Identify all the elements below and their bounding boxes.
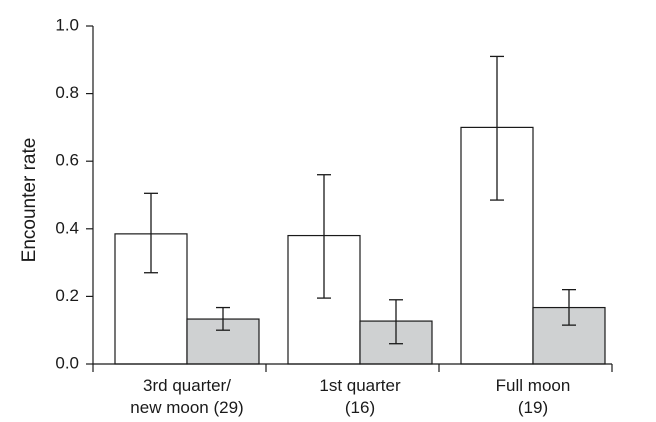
y-tick-label: 0.4 [55,218,79,237]
bars [114,126,606,365]
y-axis-title: Encounter rate [19,138,40,263]
category-label-line2: new moon (29) [130,398,243,417]
y-tick-label: 0.8 [55,83,79,102]
y-tick-label: 1.0 [55,15,79,34]
x-axis: 3rd quarter/new moon (29) 1st quarter (16)… [92,363,613,417]
category-label-line2: (16) [345,398,375,417]
category-label-line2: (19) [518,398,548,417]
category-label-line1: Full moon [496,376,571,395]
category-label-line1: 1st quarter [319,376,401,395]
y-tick-label: 0.0 [55,353,79,372]
y-tick-label: 0.2 [55,286,79,305]
error-bars [144,55,576,345]
y-tick-label: 0.6 [55,151,79,170]
category-label-line1: 3rd quarter/ [143,376,231,395]
y-axis: 0.0 0.2 0.4 0.6 0.8 1.0 [55,15,94,372]
